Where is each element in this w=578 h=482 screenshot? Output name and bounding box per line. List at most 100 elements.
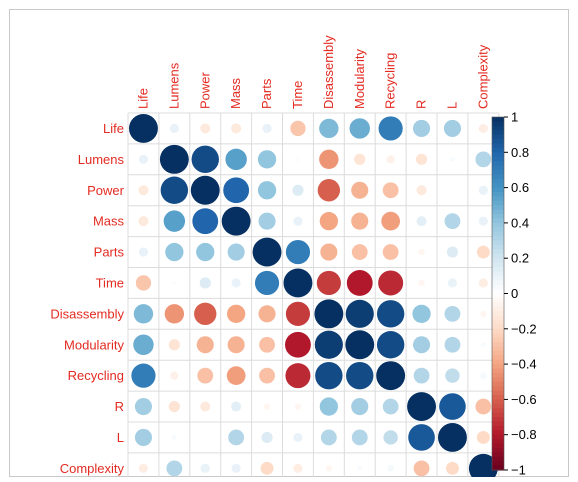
colorbar-segment: [492, 315, 504, 321]
correlation-circle-recycling-recycling: [376, 361, 406, 391]
correlation-circle-lumens-complexity: [475, 151, 492, 168]
correlation-circle-life-disassembly: [319, 118, 339, 139]
correlation-circle-complexity-l: [445, 461, 459, 475]
correlation-circle-power-r: [416, 185, 427, 196]
colorbar-segment: [492, 337, 504, 343]
correlation-circle-lumens-r: [415, 153, 428, 165]
correlation-circle-recycling-complexity: [480, 372, 487, 379]
correlation-circle-time-complexity: [478, 278, 488, 288]
correlation-circle-modularity-power: [196, 336, 214, 354]
colorbar-segment: [492, 275, 504, 281]
correlation-circle-r-mass: [231, 401, 242, 412]
correlation-circle-modularity-parts: [259, 336, 275, 353]
colorbar-segment: [492, 350, 504, 356]
colorbar-segment: [492, 134, 504, 140]
correlation-circle-life-recycling: [378, 116, 403, 141]
correlation-circle-life-lumens: [169, 123, 179, 134]
colorbar-segment: [492, 231, 504, 237]
colorbar-segment: [492, 183, 504, 189]
correlation-circle-time-l: [447, 278, 458, 288]
correlation-circle-lumens-parts: [257, 150, 277, 169]
correlation-circle-disassembly-disassembly: [314, 299, 344, 329]
colorbar-segment: [492, 169, 504, 175]
colorbar-segment: [492, 280, 504, 286]
correlation-circle-lumens-time: [295, 157, 300, 162]
colorbar-tick-label: 0.8: [511, 145, 529, 160]
colorbar-segment: [492, 117, 504, 123]
correlation-circle-life-complexity: [478, 123, 488, 134]
correlation-circle-lumens-disassembly: [319, 149, 339, 170]
colorbar-segment: [492, 452, 504, 458]
colorbar-segment: [492, 121, 504, 127]
correlation-circle-mass-r: [416, 216, 427, 227]
correlation-circle-modularity-l: [444, 336, 461, 353]
correlation-circle-complexity-recycling: [387, 465, 394, 472]
row-label-life: Life: [103, 121, 124, 136]
colorbar-segment: [492, 205, 504, 211]
correlation-circle-l-life: [134, 428, 152, 447]
column-label-power: Power: [197, 71, 212, 109]
colorbar-segment: [492, 328, 504, 334]
correlation-circle-mass-recycling: [381, 211, 401, 231]
correlation-circle-l-time: [293, 432, 303, 443]
correlation-circle-life-r: [413, 119, 431, 137]
correlation-circle-l-complexity: [476, 430, 490, 444]
correlation-circle-complexity-mass: [231, 463, 241, 473]
correlation-circle-l-mass: [228, 429, 245, 446]
colorbar-segment: [492, 319, 504, 325]
column-label-complexity: Complexity: [475, 44, 490, 109]
column-label-lumens: Lumens: [166, 62, 181, 109]
correlation-circle-modularity-recycling: [376, 331, 405, 359]
correlation-circle-parts-r: [418, 248, 425, 256]
correlation-circle-parts-modularity: [351, 244, 368, 260]
colorbar-segment: [492, 377, 504, 383]
row-label-l: L: [117, 430, 124, 445]
row-label-modularity: Modularity: [64, 337, 124, 352]
correlation-circle-r-r: [407, 392, 436, 421]
colorbar-segment: [492, 381, 504, 387]
correlation-circle-time-mass: [231, 278, 241, 288]
colorbar-segment: [492, 461, 504, 467]
colorbar-segment: [492, 249, 504, 255]
correlation-circle-time-time: [283, 268, 313, 298]
correlation-circle-power-disassembly: [317, 179, 341, 202]
colorbar-segment: [492, 125, 504, 131]
correlation-circle-lumens-l: [449, 156, 455, 162]
colorbar-segment: [492, 143, 504, 149]
correlation-circle-time-life: [135, 275, 152, 291]
correlation-circle-lumens-recycling: [386, 155, 395, 164]
correlation-circle-r-disassembly: [319, 397, 338, 416]
correlation-circle-modularity-disassembly: [314, 330, 343, 359]
correlation-circle-time-recycling: [378, 270, 404, 296]
colorbar-segment: [492, 417, 504, 423]
correlation-circle-life-time: [290, 120, 306, 137]
colorbar-segment: [492, 267, 504, 273]
column-label-time: Time: [290, 81, 305, 109]
correlation-circle-modularity-complexity: [480, 342, 486, 348]
correlation-circle-parts-disassembly: [320, 243, 338, 261]
row-label-disassembly: Disassembly: [50, 306, 124, 321]
correlation-circle-r-complexity: [475, 398, 492, 415]
correlation-circle-power-life: [138, 185, 149, 196]
correlation-circle-r-parts: [263, 403, 271, 410]
correlation-circle-r-power: [200, 401, 211, 412]
correlation-circle-parts-time: [285, 239, 311, 265]
correlation-circle-modularity-r: [413, 336, 431, 354]
correlation-circle-life-modularity: [349, 118, 370, 139]
correlation-circle-complexity-time: [293, 463, 303, 473]
row-label-mass: Mass: [93, 214, 125, 229]
correlation-circle-life-parts: [262, 123, 272, 134]
colorbar-tick-label: −0.6: [511, 392, 537, 407]
colorbar-tick-label: −0.4: [511, 357, 537, 372]
correlation-circle-recycling-mass: [226, 366, 246, 386]
correlation-circle-recycling-power: [197, 367, 214, 384]
correlation-circle-l-parts: [261, 431, 273, 444]
correlation-circle-power-mass: [223, 177, 250, 204]
colorbar-tick-label: 0.4: [511, 215, 529, 230]
correlation-circle-r-l: [439, 393, 466, 420]
correlation-circle-r-modularity: [351, 398, 369, 416]
colorbar-segment: [492, 434, 504, 440]
correlation-circle-complexity-parts: [260, 461, 274, 475]
row-label-power: Power: [87, 183, 125, 198]
